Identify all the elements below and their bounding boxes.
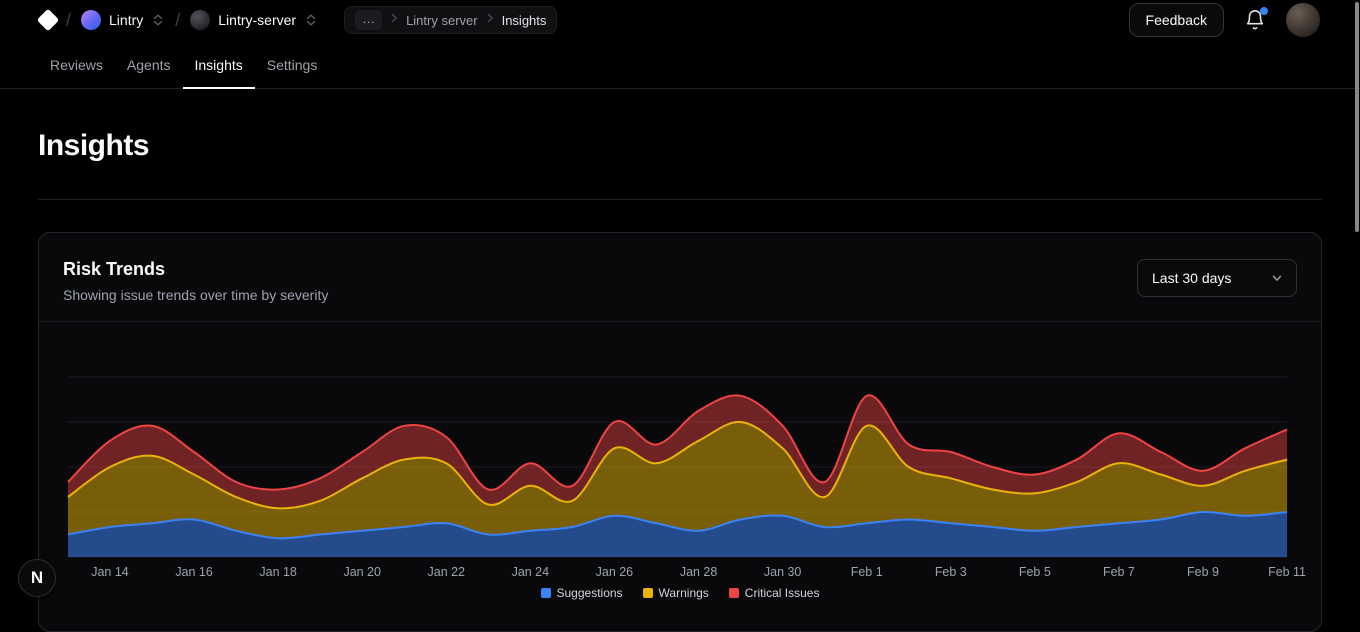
- risk-trends-card: Risk Trends Showing issue trends over ti…: [38, 232, 1322, 632]
- x-tick-label: Jan 30: [764, 565, 802, 579]
- breadcrumb: … Lintry server Insights: [344, 6, 558, 34]
- chevron-updown-icon: [304, 13, 318, 27]
- chevron-down-icon: [1272, 275, 1282, 281]
- org-avatar: [81, 10, 102, 30]
- breadcrumb-item-server[interactable]: Lintry server: [406, 12, 478, 28]
- separator-slash: /: [175, 9, 181, 30]
- x-tick-label: Jan 26: [596, 565, 634, 579]
- scrollbar-thumb[interactable]: [1355, 2, 1359, 232]
- card-subtitle: Showing issue trends over time by severi…: [63, 287, 329, 303]
- x-tick-label: Jan 16: [175, 565, 213, 579]
- legend-swatch: [540, 588, 551, 598]
- line-critical-issues: [67, 394, 1288, 491]
- section-divider: [38, 199, 1322, 200]
- legend-label: Suggestions: [556, 586, 623, 600]
- x-tick-label: Feb 9: [1187, 565, 1219, 579]
- chevron-right-icon: [484, 11, 496, 29]
- bell-icon: [1246, 10, 1264, 30]
- chart-area: Jan 14 Jan 16 Jan 18 Jan 20 Jan 22 Jan 24 Jan …: [39, 321, 1321, 614]
- tab-reviews[interactable]: Reviews: [50, 57, 103, 73]
- card-title: Risk Trends: [63, 259, 166, 279]
- chevron-updown-icon: [151, 13, 165, 27]
- x-tick-label: Jan 28: [680, 565, 718, 579]
- project-avatar: [190, 10, 211, 30]
- topbar-left: / Lintry / Lintry-server … Lintry server: [36, 6, 558, 34]
- notifications-button[interactable]: [1240, 5, 1270, 35]
- legend-label: Critical Issues: [744, 586, 820, 600]
- legend-swatch: [728, 588, 739, 598]
- tab-bar: Reviews Agents Insights Settings: [0, 44, 1360, 89]
- x-tick-label: Jan 24: [512, 565, 550, 579]
- project-name: Lintry-server: [218, 12, 297, 28]
- notification-dot: [1260, 7, 1268, 15]
- date-range-value: Last 30 days: [1152, 270, 1232, 286]
- project-switcher[interactable]: Lintry-server: [190, 10, 318, 30]
- separator-slash: /: [66, 9, 72, 30]
- legend-label: Warnings: [658, 586, 709, 600]
- area-warnings: [67, 421, 1288, 539]
- legend-swatch: [642, 588, 653, 598]
- org-name: Lintry: [109, 12, 144, 28]
- area-critical-issues: [67, 395, 1288, 509]
- topbar-right: Feedback: [1128, 3, 1320, 37]
- x-tick-label: Feb 1: [851, 565, 883, 579]
- main-content: Insights Risk Trends Showing issue trend…: [0, 129, 1360, 632]
- x-tick-label: Feb 5: [1019, 565, 1051, 579]
- card-header: Risk Trends Showing issue trends over ti…: [39, 233, 1321, 321]
- legend-item-critical-issues: Critical Issues: [728, 586, 820, 600]
- x-tick-label: Jan 14: [91, 565, 129, 579]
- breadcrumb-item-current[interactable]: Insights: [501, 12, 547, 28]
- app-logo-icon[interactable]: [36, 8, 60, 32]
- topbar: / Lintry / Lintry-server … Lintry server: [0, 0, 1360, 40]
- x-tick-label: Feb 11: [1268, 565, 1306, 579]
- chart-legend: Suggestions Warnings Critical Issues: [39, 584, 1321, 614]
- x-tick-label: Jan 20: [343, 565, 381, 579]
- breadcrumb-ellipsis-button[interactable]: …: [355, 10, 383, 30]
- x-tick-label: Feb 3: [935, 565, 967, 579]
- x-tick-label: Jan 22: [428, 565, 466, 579]
- line-suggestions: [67, 510, 1288, 540]
- risk-trends-chart: Jan 14 Jan 16 Jan 18 Jan 20 Jan 22 Jan 24 Jan …: [67, 376, 1306, 579]
- tab-settings[interactable]: Settings: [266, 57, 318, 73]
- x-tick-label: Feb 7: [1103, 565, 1135, 579]
- legend-item-warnings: Warnings: [642, 586, 709, 600]
- legend-item-suggestions: Suggestions: [540, 586, 623, 600]
- date-range-select[interactable]: Last 30 days: [1137, 259, 1297, 297]
- chevron-right-icon: [388, 11, 400, 29]
- tab-agents[interactable]: Agents: [126, 57, 171, 73]
- line-warnings: [67, 420, 1288, 510]
- card-header-text: Risk Trends Showing issue trends over ti…: [63, 259, 328, 303]
- feedback-button[interactable]: Feedback: [1128, 3, 1224, 37]
- area-suggestions: [67, 511, 1288, 557]
- page-title: Insights: [38, 129, 150, 162]
- x-tick-label: Jan 18: [259, 565, 297, 579]
- nextjs-dev-badge[interactable]: N: [18, 559, 56, 597]
- user-avatar[interactable]: [1286, 3, 1320, 37]
- tab-insights[interactable]: Insights: [182, 44, 256, 89]
- org-switcher[interactable]: Lintry: [81, 10, 165, 30]
